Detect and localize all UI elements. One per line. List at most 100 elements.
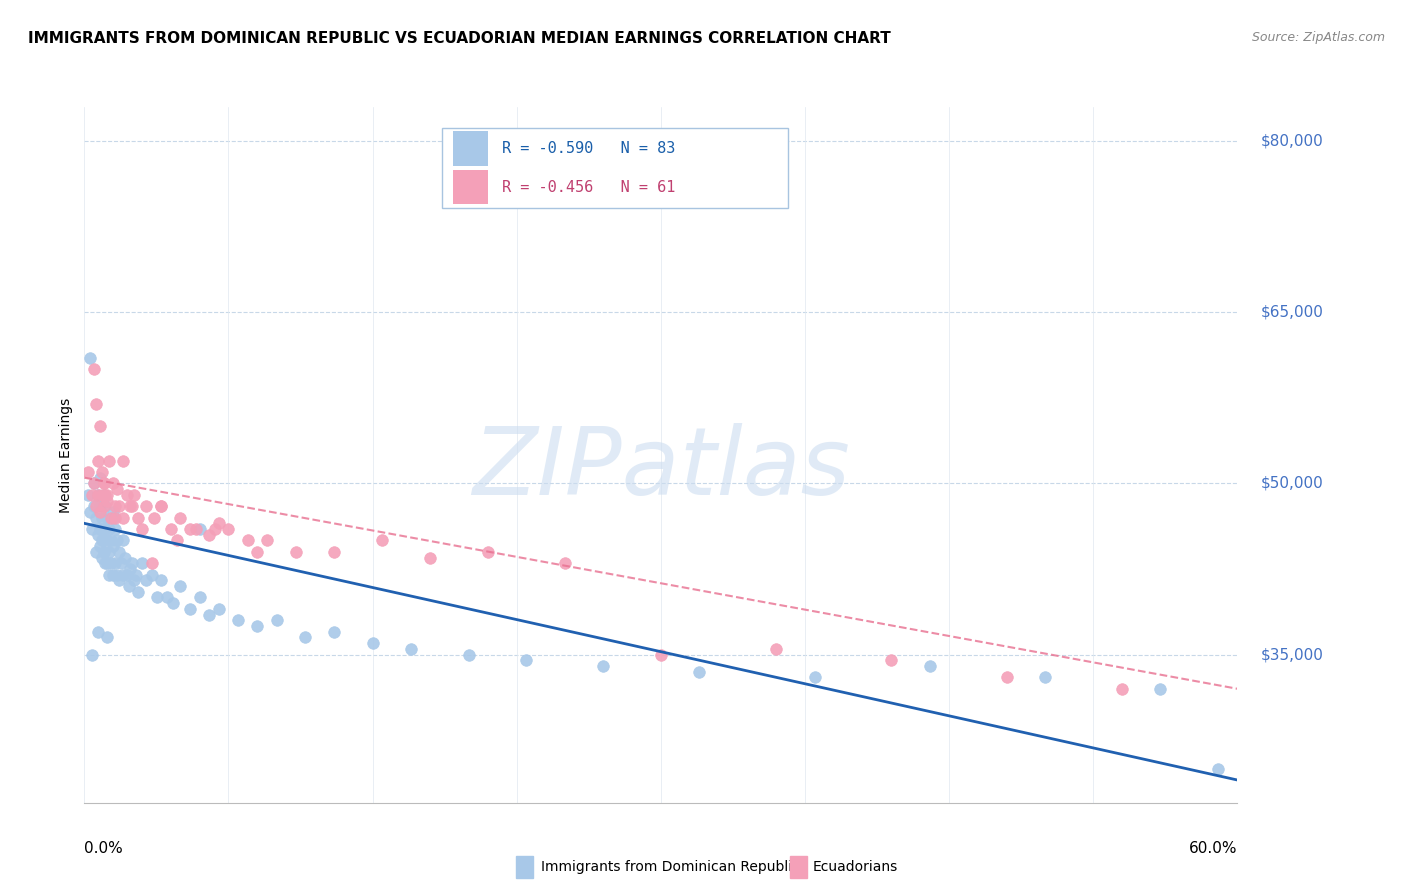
Point bbox=[80, 522, 103, 536]
Point bbox=[284, 545, 307, 559]
Point bbox=[150, 574, 173, 588]
Point bbox=[93, 488, 115, 502]
Point bbox=[124, 574, 146, 588]
Point bbox=[188, 522, 211, 536]
Point bbox=[361, 636, 384, 650]
Point bbox=[226, 613, 249, 627]
Point bbox=[918, 659, 941, 673]
Point bbox=[89, 539, 111, 553]
Point bbox=[103, 510, 124, 524]
Point bbox=[79, 351, 101, 365]
Point bbox=[90, 510, 112, 524]
Point bbox=[104, 556, 127, 570]
Point bbox=[103, 505, 124, 519]
Point bbox=[94, 522, 117, 536]
Point bbox=[198, 528, 221, 542]
Text: 60.0%: 60.0% bbox=[1189, 841, 1237, 856]
Point bbox=[120, 562, 142, 576]
FancyBboxPatch shape bbox=[441, 128, 787, 208]
Point bbox=[150, 500, 173, 514]
Point bbox=[121, 556, 143, 570]
Point bbox=[217, 522, 239, 536]
Point bbox=[80, 648, 103, 662]
Point bbox=[77, 488, 100, 502]
Point bbox=[96, 556, 118, 570]
Text: $50,000: $50,000 bbox=[1260, 476, 1323, 491]
Point bbox=[84, 545, 107, 559]
Point bbox=[204, 522, 226, 536]
Point bbox=[96, 631, 118, 645]
Point bbox=[111, 453, 134, 467]
Point bbox=[83, 476, 105, 491]
Point bbox=[457, 648, 479, 662]
Point bbox=[103, 476, 124, 491]
Point bbox=[89, 419, 111, 434]
Point bbox=[1149, 681, 1171, 696]
Point bbox=[93, 476, 115, 491]
Point bbox=[121, 500, 143, 514]
Point bbox=[179, 602, 201, 616]
Point bbox=[1111, 681, 1133, 696]
Y-axis label: Median Earnings: Median Earnings bbox=[59, 397, 73, 513]
Text: Source: ZipAtlas.com: Source: ZipAtlas.com bbox=[1251, 31, 1385, 45]
Point bbox=[162, 596, 184, 610]
Point bbox=[135, 574, 157, 588]
Point bbox=[94, 500, 117, 514]
Point bbox=[150, 500, 173, 514]
Point bbox=[995, 670, 1018, 684]
Point bbox=[120, 500, 142, 514]
Point bbox=[100, 510, 122, 524]
Point bbox=[98, 567, 121, 582]
Point bbox=[765, 641, 787, 656]
Point bbox=[89, 471, 111, 485]
Point bbox=[135, 500, 157, 514]
Point bbox=[100, 533, 122, 548]
Text: R = -0.456   N = 61: R = -0.456 N = 61 bbox=[502, 179, 675, 194]
Point bbox=[90, 465, 112, 479]
Point bbox=[650, 648, 672, 662]
Text: $65,000: $65,000 bbox=[1260, 305, 1323, 320]
Point bbox=[89, 522, 111, 536]
Text: $80,000: $80,000 bbox=[1260, 134, 1323, 149]
Point bbox=[80, 488, 103, 502]
Text: IMMIGRANTS FROM DOMINICAN REPUBLIC VS ECUADORIAN MEDIAN EARNINGS CORRELATION CHA: IMMIGRANTS FROM DOMINICAN REPUBLIC VS EC… bbox=[28, 31, 891, 46]
Text: Immigrants from Dominican Republic: Immigrants from Dominican Republic bbox=[541, 860, 800, 874]
Point bbox=[127, 510, 149, 524]
Point bbox=[141, 567, 163, 582]
Point bbox=[84, 510, 107, 524]
FancyBboxPatch shape bbox=[453, 131, 488, 166]
Point bbox=[159, 522, 183, 536]
Point bbox=[87, 624, 110, 639]
Point bbox=[96, 493, 118, 508]
Point bbox=[127, 584, 149, 599]
Point bbox=[323, 545, 346, 559]
Point bbox=[117, 579, 139, 593]
Text: $35,000: $35,000 bbox=[1260, 647, 1323, 662]
Point bbox=[98, 453, 121, 467]
Point bbox=[108, 574, 131, 588]
Point bbox=[184, 522, 207, 536]
Point bbox=[156, 591, 179, 605]
Point bbox=[83, 476, 105, 491]
Point bbox=[166, 533, 188, 548]
Point bbox=[96, 510, 118, 524]
Point bbox=[169, 579, 191, 593]
Text: R = -0.590   N = 83: R = -0.590 N = 83 bbox=[502, 141, 675, 156]
Point bbox=[515, 653, 537, 667]
Point bbox=[115, 488, 138, 502]
Point bbox=[96, 533, 118, 548]
Point bbox=[84, 500, 107, 514]
Point bbox=[188, 591, 211, 605]
Point bbox=[79, 505, 101, 519]
Point bbox=[880, 653, 903, 667]
Point bbox=[87, 453, 110, 467]
Point bbox=[256, 533, 278, 548]
Point bbox=[111, 567, 134, 582]
Point bbox=[208, 516, 231, 531]
Point bbox=[131, 522, 153, 536]
Point bbox=[124, 488, 146, 502]
Point bbox=[108, 500, 131, 514]
Point bbox=[98, 545, 121, 559]
Point bbox=[399, 641, 422, 656]
Point bbox=[110, 556, 132, 570]
